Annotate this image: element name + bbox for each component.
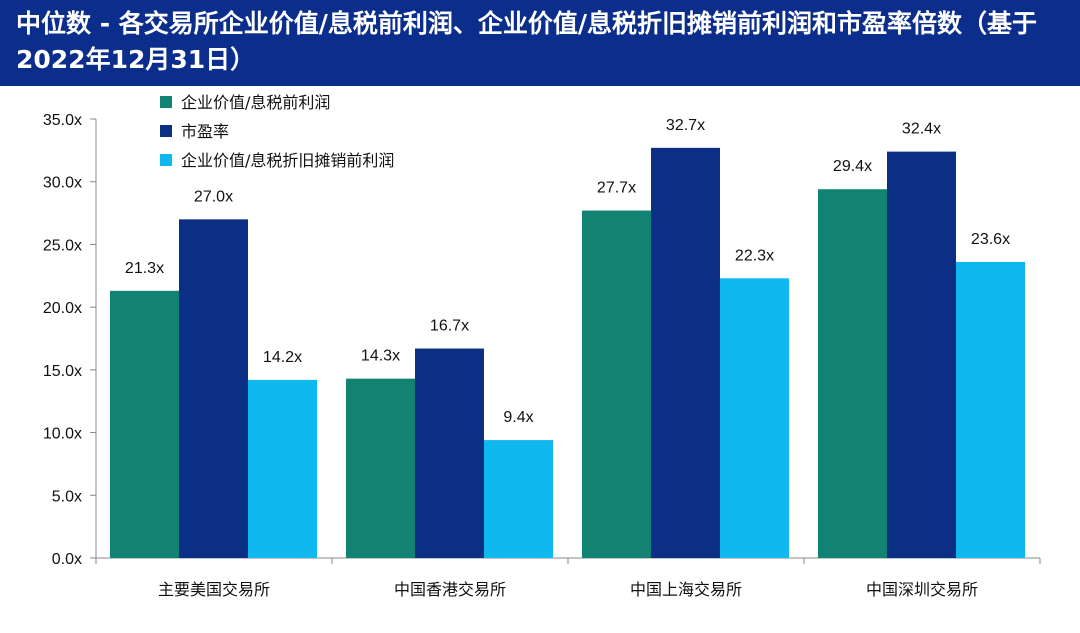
y-tick-label: 15.0x <box>43 363 82 380</box>
y-tick-label: 25.0x <box>43 237 82 254</box>
bar-chart: 0.0x 5.0x 10.0x 15.0x 20.0x 25.0x 30.0x 35.0x 主要… <box>43 93 1041 599</box>
data-label: 14.2x <box>263 349 302 366</box>
bar <box>956 261 1025 558</box>
data-label: 27.0x <box>194 188 233 205</box>
x-category-label: 中国上海交易所 <box>630 580 742 599</box>
x-category-label: 主要美国交易所 <box>158 580 270 599</box>
bar <box>818 189 887 558</box>
x-category-label: 中国香港交易所 <box>394 580 506 599</box>
axes: 0.0x 5.0x 10.0x 15.0x 20.0x 25.0x 30.0x 35.0x 主要… <box>43 112 1041 599</box>
bar <box>346 378 415 558</box>
bar <box>720 278 789 558</box>
bar <box>651 147 720 558</box>
data-label: 23.6x <box>971 231 1010 248</box>
bar <box>179 219 248 559</box>
chart-title: 中位数 - 各交易所企业价值/息税前利润、企业价值/息税折旧摊销前利润和市盈率倍… <box>16 9 1038 74</box>
y-tick-label: 35.0x <box>43 112 82 129</box>
data-labels: 21.3x 27.0x 14.2x 14.3x 16.7x 9.4x 27.7x 32.7x 2… <box>125 117 1010 426</box>
bar <box>110 290 179 558</box>
bar <box>484 440 553 558</box>
data-label: 22.3x <box>735 247 774 264</box>
data-label: 14.3x <box>361 348 400 365</box>
data-label: 32.4x <box>902 121 941 138</box>
data-label: 21.3x <box>125 260 164 277</box>
title-bar: 中位数 - 各交易所企业价值/息税前利润、企业价值/息税折旧摊销前利润和市盈率倍… <box>0 0 1080 86</box>
y-tick-label: 20.0x <box>43 300 82 317</box>
bar <box>415 348 484 558</box>
bar <box>582 210 651 558</box>
y-tick-label: 10.0x <box>43 426 82 443</box>
data-label: 29.4x <box>833 158 872 175</box>
y-tick-label: 5.0x <box>52 488 82 505</box>
legend-label: 企业价值/息税折旧摊销前利润 <box>181 151 394 170</box>
legend-swatch <box>160 125 172 137</box>
data-label: 32.7x <box>666 117 705 134</box>
y-tick-label: 30.0x <box>43 175 82 192</box>
data-label: 16.7x <box>430 318 469 335</box>
x-category-label: 中国深圳交易所 <box>866 580 978 599</box>
data-label: 9.4x <box>503 409 533 426</box>
legend-swatch <box>160 154 172 166</box>
y-tick-label: 0.0x <box>52 551 82 568</box>
data-label: 27.7x <box>597 180 636 197</box>
bar <box>887 151 956 558</box>
bar <box>248 379 317 558</box>
legend-swatch <box>160 96 172 108</box>
bars <box>110 147 1025 559</box>
legend-label: 企业价值/息税前利润 <box>181 93 330 112</box>
legend-label: 市盈率 <box>181 122 229 141</box>
